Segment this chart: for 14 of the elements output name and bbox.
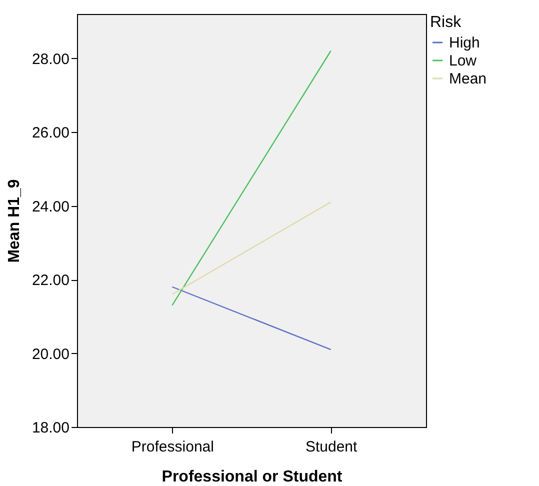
y-tick-label: 18.00 <box>32 420 70 436</box>
legend-title: Risk <box>430 14 462 31</box>
y-tick-label: 22.00 <box>32 272 70 289</box>
legend-label: High <box>449 34 480 52</box>
x-tick-label: Professional <box>131 438 214 456</box>
legend-label: Low <box>449 52 477 70</box>
x-axis-title: Professional or Student <box>162 468 343 486</box>
x-tick-label: Student <box>305 438 358 456</box>
y-tick-label: 24.00 <box>32 198 70 216</box>
y-tick-label: 28.00 <box>32 50 70 68</box>
y-tick-label: 20.00 <box>32 346 70 363</box>
y-tick-label: 26.00 <box>32 124 70 142</box>
y-axis-title: Mean H1_9 <box>6 179 23 263</box>
legend-label: Mean <box>449 70 487 88</box>
